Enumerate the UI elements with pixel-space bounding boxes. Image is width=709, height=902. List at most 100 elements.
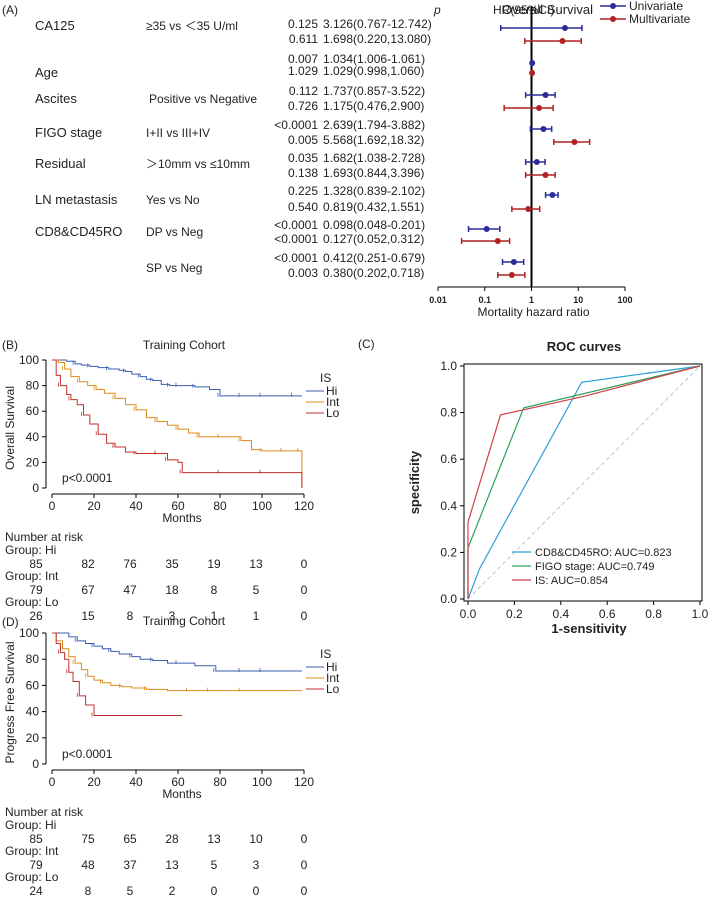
hr-ci-text: 1.693(0.844,3.396)	[323, 166, 424, 180]
hr-ci-text: 1.737(0.857-3.522)	[323, 84, 425, 98]
risk-count: 13	[165, 858, 179, 872]
p-value: 0.112	[289, 84, 318, 98]
x-tick-label: 120	[294, 499, 314, 513]
hr-point-uni	[483, 226, 490, 232]
comparison-label: Positive vs Negative	[149, 92, 257, 106]
risk-count: 0	[301, 884, 308, 898]
hr-ci-text: 1.034(1.006-1.061)	[323, 52, 425, 66]
p-value-label: p<0.0001	[62, 471, 113, 485]
x-tick-label: 100	[252, 499, 272, 513]
survival-curve-hi	[52, 359, 302, 397]
y-tick-label: 100	[19, 353, 39, 367]
x-tick-label: 120	[294, 775, 314, 789]
risk-count: 0	[211, 884, 218, 898]
y-tick-label: 0.0	[440, 592, 457, 606]
y-tick-label: 0.8	[440, 406, 457, 420]
x-axis-label: Mortality hazard ratio	[477, 305, 589, 319]
y-tick-label: 0.2	[440, 545, 457, 559]
risk-count: 3	[169, 609, 176, 623]
hr-point-uni	[533, 159, 540, 165]
chart-title: Training Cohort	[143, 614, 226, 628]
survival-curve-int	[52, 359, 303, 488]
hr-ci-text: 0.127(0.052,0.312)	[323, 232, 424, 246]
hr-point-uni	[542, 92, 549, 98]
risk-count: 8	[211, 583, 218, 597]
survival-curve-hi	[52, 632, 302, 672]
risk-count: 48	[81, 858, 95, 872]
legend-label-roc-2: IS: AUC=0.854	[535, 575, 608, 587]
risk-group-label: Group: Int	[5, 844, 59, 858]
p-value: 0.726	[288, 99, 318, 113]
legend-label-hi: Hi	[326, 660, 337, 674]
x-tick-label: 100	[617, 295, 632, 305]
risk-count: 37	[123, 858, 137, 872]
hr-point-multi	[542, 172, 549, 178]
hr-point-uni	[540, 126, 547, 132]
risk-count: 0	[301, 583, 308, 597]
x-tick-label: 100	[252, 775, 272, 789]
x-tick-label: 60	[171, 775, 185, 789]
risk-count: 5	[127, 884, 134, 898]
hr-point-uni	[549, 192, 556, 198]
hr-point-uni	[510, 259, 517, 265]
comparison-label: DP vs Neg	[146, 225, 203, 239]
risk-count: 0	[301, 858, 308, 872]
risk-count: 35	[165, 557, 179, 571]
forest-title: Overall Survival	[502, 2, 593, 17]
panel-label: (D)	[2, 615, 19, 629]
hr-ci-text: 0.380(0.202,0.718)	[323, 266, 424, 280]
risk-count: 18	[165, 583, 179, 597]
survival-curve-lo	[52, 359, 303, 488]
legend-title: IS	[320, 647, 331, 661]
legend-label-hi: Hi	[326, 384, 337, 398]
legend-dot-univariate	[610, 3, 616, 9]
x-tick-label: 0.4	[552, 607, 569, 621]
y-tick-label: 80	[26, 379, 40, 393]
risk-count: 15	[81, 609, 95, 623]
panel-label: (B)	[2, 338, 18, 352]
variable-label: CA125	[35, 18, 75, 33]
legend-label-lo: Lo	[326, 682, 340, 696]
chart-title: ROC curves	[547, 339, 621, 354]
risk-count: 5	[253, 583, 260, 597]
y-tick-label: 0	[32, 481, 39, 495]
p-value-label: p<0.0001	[62, 747, 113, 761]
risk-count: 10	[249, 832, 263, 846]
x-tick-label: 1.0	[692, 607, 709, 621]
hr-point-multi	[508, 272, 515, 278]
y-tick-label: 20	[26, 731, 40, 745]
y-tick-label: 80	[26, 652, 40, 666]
hr-ci-text: 5.568(1.692,18.32)	[323, 133, 424, 147]
risk-group-label: Group: Lo	[5, 595, 59, 609]
x-tick-label: 20	[87, 499, 101, 513]
hr-ci-text: 1.328(0.839-2.102)	[323, 184, 425, 198]
risk-count: 0	[301, 557, 308, 571]
legend-label-multivariate: Multivariate	[629, 12, 691, 26]
x-tick-label: 1	[529, 295, 534, 305]
risk-count: 85	[29, 832, 43, 846]
y-tick-label: 100	[19, 626, 39, 640]
column-header-hr: HR(95%CI)	[493, 3, 554, 17]
y-axis-label: specificity	[407, 450, 422, 514]
legend-label-roc-0: CD8&CD45RO: AUC=0.823	[535, 547, 672, 559]
roc-curve-2	[467, 365, 701, 599]
y-tick-label: 20	[26, 455, 40, 469]
risk-count: 2	[169, 884, 176, 898]
x-tick-label: 0.1	[478, 295, 491, 305]
y-axis-label: Progress Free Survival	[3, 641, 17, 763]
y-tick-label: 0.6	[440, 452, 457, 466]
risk-count: 1	[211, 609, 218, 623]
risk-count: 28	[165, 832, 179, 846]
comparison-label: ＞10mm vs ≤10mm	[146, 157, 250, 171]
x-axis-label: Months	[162, 511, 201, 525]
y-tick-label: 0.4	[440, 499, 457, 513]
hr-ci-text: 0.098(0.048-0.201)	[323, 218, 425, 232]
risk-count: 79	[29, 583, 43, 597]
comparison-label: SP vs Neg	[146, 261, 202, 275]
x-tick-label: 0.2	[506, 607, 523, 621]
y-tick-label: 60	[26, 678, 40, 692]
x-tick-label: 0.01	[429, 295, 447, 305]
risk-count: 26	[29, 609, 43, 623]
hr-point-multi	[536, 105, 543, 111]
